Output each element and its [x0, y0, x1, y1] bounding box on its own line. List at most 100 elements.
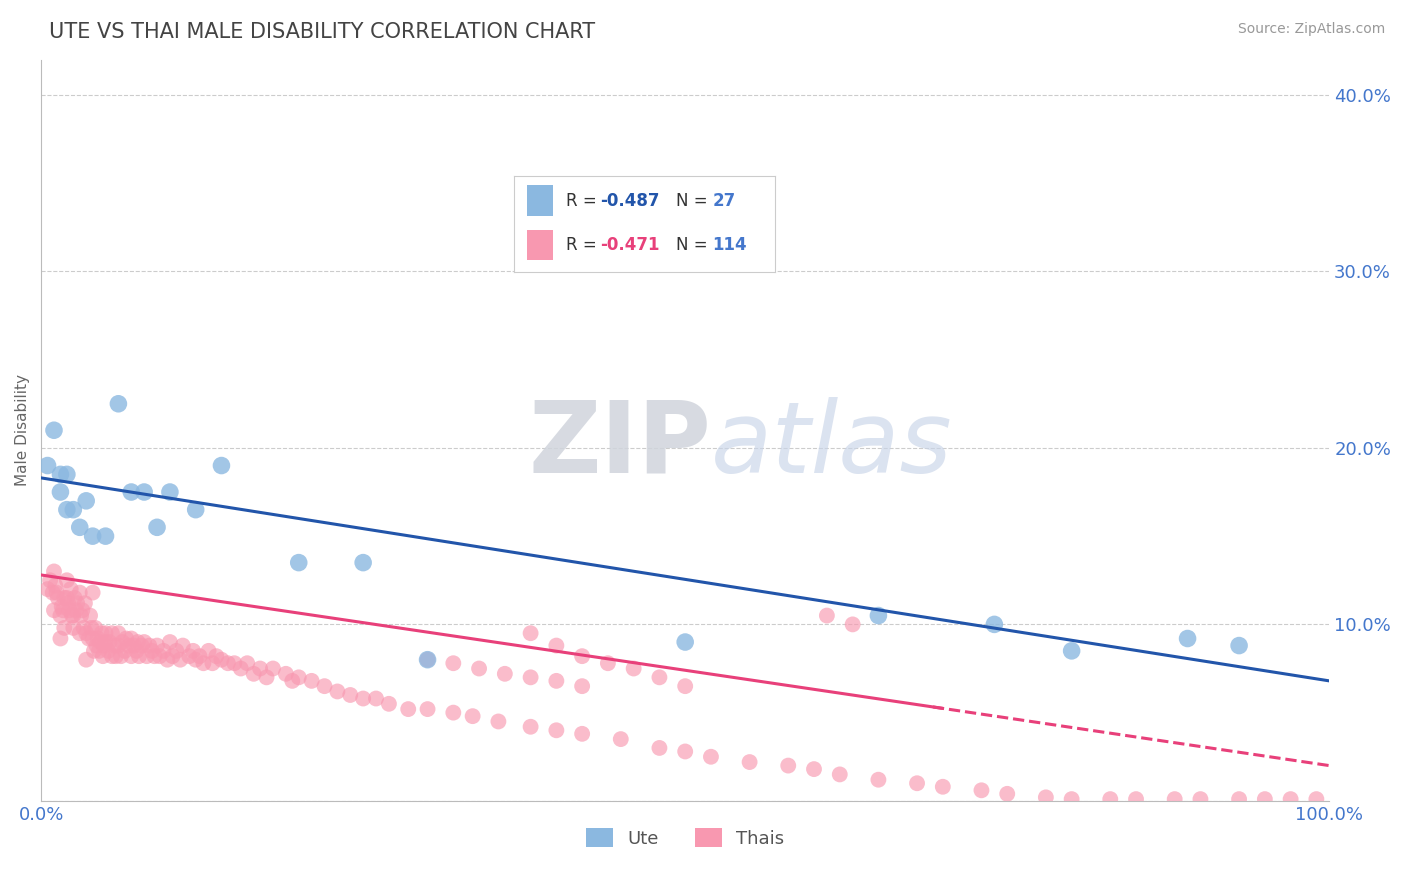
Legend: Ute, Thais: Ute, Thais [579, 821, 792, 855]
Point [87, 632, 110, 646]
Point [62, 621, 84, 635]
Point [211, 458, 233, 473]
Point [98, 635, 121, 649]
Point [135, 649, 157, 664]
Point [256, 670, 278, 684]
Point [165, 644, 187, 658]
Point [468, 661, 491, 675]
Point [91, 649, 114, 664]
Point [287, 556, 309, 570]
Point [90, 626, 112, 640]
Text: N =: N = [676, 192, 707, 210]
Point [841, 617, 863, 632]
Point [75, 626, 97, 640]
Point [441, 657, 464, 671]
Point [82, 529, 104, 543]
Point [983, 617, 1005, 632]
Text: atlas: atlas [711, 397, 953, 493]
Point [700, 749, 723, 764]
Point [1305, 792, 1327, 806]
Text: R =: R = [565, 192, 596, 210]
Point [77, 632, 100, 646]
Point [486, 714, 509, 729]
Point [49, 485, 72, 500]
Point [120, 632, 142, 646]
Point [63, 591, 86, 605]
Point [519, 626, 541, 640]
Point [673, 744, 696, 758]
Point [571, 679, 593, 693]
Point [352, 691, 374, 706]
Point [111, 635, 134, 649]
Point [610, 732, 633, 747]
Point [141, 644, 163, 658]
Text: -0.471: -0.471 [600, 236, 659, 254]
Point [364, 691, 387, 706]
Point [378, 697, 401, 711]
Point [738, 755, 761, 769]
Point [56, 574, 79, 588]
Point [59, 582, 82, 596]
Point [229, 661, 252, 675]
Point [1227, 639, 1250, 653]
Point [169, 653, 191, 667]
Point [66, 596, 89, 610]
Point [1177, 632, 1199, 646]
Point [181, 644, 204, 658]
Point [60, 608, 83, 623]
Point [41, 585, 63, 599]
Point [107, 626, 129, 640]
Point [65, 603, 87, 617]
Point [1279, 792, 1302, 806]
Point [83, 644, 105, 658]
Point [262, 661, 284, 675]
Point [49, 608, 72, 623]
Point [62, 608, 84, 623]
Point [815, 608, 838, 623]
Point [94, 635, 117, 649]
Point [1099, 792, 1122, 806]
Point [970, 783, 993, 797]
Point [995, 787, 1018, 801]
Point [45, 585, 67, 599]
Point [52, 603, 75, 617]
Y-axis label: Male Disability: Male Disability [15, 375, 30, 486]
Point [224, 657, 246, 671]
Point [1254, 792, 1277, 806]
Point [188, 649, 211, 664]
Point [39, 574, 62, 588]
Point [184, 653, 207, 667]
Point [156, 653, 179, 667]
Point [1035, 790, 1057, 805]
Point [69, 520, 91, 534]
Point [339, 688, 361, 702]
Point [128, 649, 150, 664]
Point [72, 603, 94, 617]
Point [868, 772, 890, 787]
Point [571, 727, 593, 741]
Point [149, 649, 172, 664]
Point [73, 596, 96, 610]
Point [1060, 792, 1083, 806]
Point [193, 657, 215, 671]
Point [1163, 792, 1185, 806]
Point [134, 485, 156, 500]
Point [673, 635, 696, 649]
Point [69, 626, 91, 640]
Point [110, 649, 132, 664]
Point [104, 649, 127, 664]
Point [56, 467, 79, 482]
Point [127, 635, 149, 649]
Point [803, 762, 825, 776]
Point [49, 467, 72, 482]
Point [120, 649, 142, 664]
Text: Source: ZipAtlas.com: Source: ZipAtlas.com [1237, 22, 1385, 37]
Text: 114: 114 [713, 236, 747, 254]
Point [546, 723, 568, 738]
Point [1125, 792, 1147, 806]
Point [201, 657, 224, 671]
Point [416, 702, 439, 716]
Point [868, 608, 890, 623]
Point [162, 649, 184, 664]
Point [84, 621, 107, 635]
